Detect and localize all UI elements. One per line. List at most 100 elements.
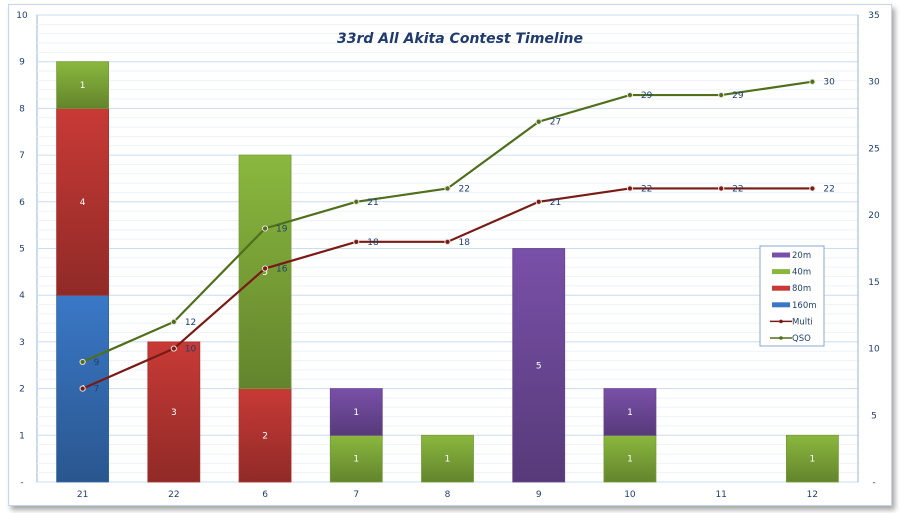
bar-20m <box>329 388 383 436</box>
bar-40m <box>603 434 657 483</box>
marker-QSO <box>809 78 816 85</box>
x-tick-label: 12 <box>807 490 818 500</box>
y-right-tick-label: 25 <box>868 144 879 154</box>
marker-QSO <box>626 91 634 99</box>
line-data-label: 7 <box>94 385 100 395</box>
marker-Multi <box>626 185 634 192</box>
line-data-label: 27 <box>550 118 561 128</box>
bar-80m <box>238 388 292 483</box>
legend-swatch-20m <box>772 252 790 258</box>
bar-data-label: 5 <box>536 361 542 371</box>
marker-QSO <box>444 185 451 192</box>
bar-data-label: 1 <box>353 408 359 418</box>
marker-Multi <box>535 198 542 205</box>
marker-QSO <box>535 118 542 125</box>
line-data-label: 9 <box>94 358 100 368</box>
bar-80m <box>56 108 110 296</box>
legend-swatch-80m <box>772 285 790 291</box>
legend-label: QSO <box>792 334 811 344</box>
bar-data-label: 1 <box>353 455 359 465</box>
marker-QSO <box>79 358 86 366</box>
legend-swatch-40m <box>772 269 790 275</box>
line-data-label: 29 <box>641 91 653 101</box>
bar-data-label: 1 <box>810 455 816 465</box>
legend-label: 160m <box>792 301 817 311</box>
x-tick-label: 8 <box>445 490 451 500</box>
line-data-label: 12 <box>185 318 196 328</box>
y-left-tick-label: 6 <box>19 198 25 208</box>
line-data-label: 18 <box>459 238 471 248</box>
y-left-tick-label: 7 <box>19 151 25 161</box>
line-data-label: 16 <box>276 265 288 275</box>
marker-QSO <box>170 318 177 325</box>
bar-20m <box>603 388 657 436</box>
bar-20m <box>512 248 566 483</box>
chart-title: 33rd All Akita Contest Timeline <box>337 31 583 47</box>
x-tick-label: 21 <box>77 490 88 500</box>
line-data-label: 29 <box>732 91 744 101</box>
x-tick-label: 10 <box>624 490 636 500</box>
line-data-label: 30 <box>823 78 835 88</box>
bar-data-label: 1 <box>627 455 633 465</box>
line-data-label: 22 <box>823 184 834 194</box>
line-data-label: 18 <box>367 238 379 248</box>
bar-80m <box>147 341 201 483</box>
y-left-tick-label: 1 <box>19 431 25 441</box>
bar-40m <box>56 61 110 109</box>
y-left-tick-label: - <box>20 478 23 488</box>
marker-QSO <box>261 225 269 232</box>
legend-label: Multi <box>792 317 813 327</box>
marker-Multi <box>809 185 816 192</box>
marker-Multi <box>170 345 177 352</box>
line-data-label: 22 <box>732 184 743 194</box>
legend <box>759 245 825 347</box>
bar-data-label: 1 <box>627 408 633 418</box>
x-tick-label: 6 <box>262 490 268 500</box>
line-data-label: 21 <box>367 198 378 208</box>
marker-QSO <box>353 198 360 205</box>
y-right-tick-label: 35 <box>868 11 879 21</box>
bar-data-label: 1 <box>445 455 451 465</box>
bar-data-label: 1 <box>80 81 86 91</box>
y-right-tick-label: 5 <box>871 411 877 421</box>
legend-swatch-160m <box>772 302 790 308</box>
line-data-label: 21 <box>550 198 561 208</box>
line-data-label: 22 <box>459 184 470 194</box>
y-left-tick-label: 3 <box>19 338 25 348</box>
x-tick-label: 22 <box>168 490 179 500</box>
y-right-tick-label: 10 <box>868 345 880 355</box>
bar-data-label: 3 <box>171 408 177 418</box>
legend-label: 20m <box>792 251 811 261</box>
line-data-label: 10 <box>185 345 197 355</box>
y-right-tick-label: 20 <box>868 211 880 221</box>
bar-40m <box>785 434 839 483</box>
marker-Multi <box>718 185 725 192</box>
legend-marker-QSO <box>779 336 783 340</box>
x-tick-label: 9 <box>536 490 542 500</box>
y-right-tick-label: - <box>872 478 875 488</box>
y-left-tick-label: 10 <box>16 11 28 21</box>
marker-Multi <box>79 385 86 392</box>
line-data-label: 22 <box>641 184 652 194</box>
marker-Multi <box>261 265 269 272</box>
y-left-tick-label: 8 <box>19 104 25 114</box>
bar-data-label: 2 <box>262 431 268 441</box>
bar-data-label: 4 <box>80 198 86 208</box>
bar-40m <box>421 434 474 483</box>
bar-40m <box>238 154 292 390</box>
marker-Multi <box>353 238 360 245</box>
line-data-label: 19 <box>276 224 288 234</box>
marker-QSO <box>718 91 725 99</box>
y-left-tick-label: 5 <box>19 245 25 255</box>
legend-marker-Multi <box>779 319 783 324</box>
x-tick-label: 11 <box>715 490 726 500</box>
y-left-tick-label: 9 <box>19 58 25 68</box>
y-left-tick-label: 4 <box>19 291 25 301</box>
y-right-tick-label: 15 <box>868 278 879 288</box>
bar-40m <box>329 434 383 483</box>
y-right-tick-label: 30 <box>868 78 880 88</box>
marker-Multi <box>444 238 451 245</box>
x-tick-label: 7 <box>353 490 359 500</box>
y-left-tick-label: 2 <box>19 385 25 395</box>
